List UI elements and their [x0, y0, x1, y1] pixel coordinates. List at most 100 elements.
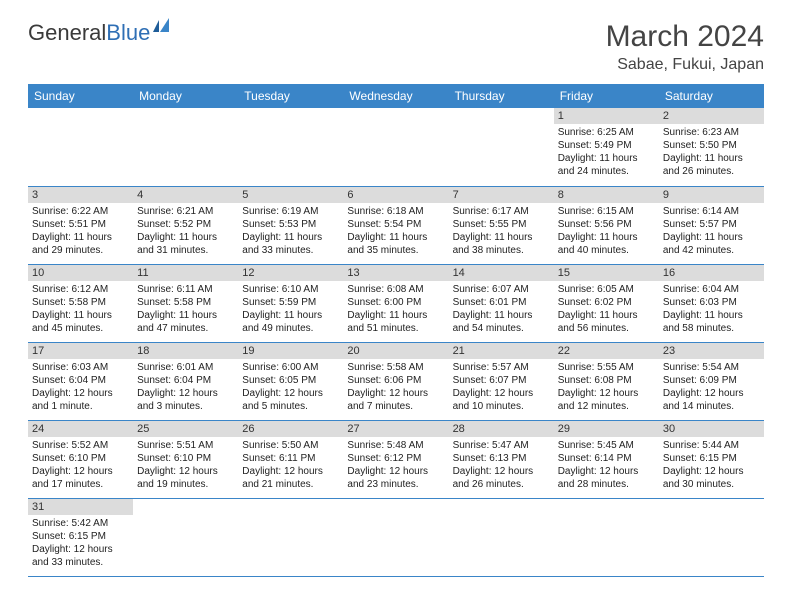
calendar-cell: 5Sunrise: 6:19 AMSunset: 5:53 PMDaylight… [238, 186, 343, 264]
day-number: 14 [449, 265, 554, 281]
sunset-text: Sunset: 6:12 PM [347, 452, 444, 465]
sunset-text: Sunset: 6:01 PM [453, 296, 550, 309]
sunrise-text: Sunrise: 5:47 AM [453, 439, 550, 452]
daylight-text: Daylight: 11 hours and 26 minutes. [663, 152, 760, 178]
day-number: 27 [343, 421, 448, 437]
daylight-text: Daylight: 12 hours and 3 minutes. [137, 387, 234, 413]
daylight-text: Daylight: 12 hours and 7 minutes. [347, 387, 444, 413]
calendar-cell: 17Sunrise: 6:03 AMSunset: 6:04 PMDayligh… [28, 342, 133, 420]
sunrise-text: Sunrise: 6:14 AM [663, 205, 760, 218]
calendar-cell [449, 108, 554, 186]
day-number: 1 [554, 108, 659, 124]
calendar-cell: 1Sunrise: 6:25 AMSunset: 5:49 PMDaylight… [554, 108, 659, 186]
calendar-cell: 12Sunrise: 6:10 AMSunset: 5:59 PMDayligh… [238, 264, 343, 342]
logo: GeneralBlue [28, 20, 175, 46]
month-title: March 2024 [606, 20, 764, 54]
day-number: 15 [554, 265, 659, 281]
day-details: Sunrise: 5:52 AMSunset: 6:10 PMDaylight:… [28, 437, 133, 495]
daylight-text: Daylight: 12 hours and 33 minutes. [32, 543, 129, 569]
day-number: 25 [133, 421, 238, 437]
calendar-cell: 14Sunrise: 6:07 AMSunset: 6:01 PMDayligh… [449, 264, 554, 342]
daylight-text: Daylight: 11 hours and 31 minutes. [137, 231, 234, 257]
calendar-cell: 4Sunrise: 6:21 AMSunset: 5:52 PMDaylight… [133, 186, 238, 264]
day-number: 28 [449, 421, 554, 437]
day-details: Sunrise: 6:21 AMSunset: 5:52 PMDaylight:… [133, 203, 238, 261]
sunrise-text: Sunrise: 6:11 AM [137, 283, 234, 296]
day-number: 19 [238, 343, 343, 359]
daylight-text: Daylight: 12 hours and 23 minutes. [347, 465, 444, 491]
day-details: Sunrise: 5:57 AMSunset: 6:07 PMDaylight:… [449, 359, 554, 417]
sunset-text: Sunset: 5:59 PM [242, 296, 339, 309]
sunrise-text: Sunrise: 5:52 AM [32, 439, 129, 452]
sunset-text: Sunset: 5:51 PM [32, 218, 129, 231]
flag-icon [153, 14, 175, 40]
day-details: Sunrise: 6:25 AMSunset: 5:49 PMDaylight:… [554, 124, 659, 182]
calendar-cell: 28Sunrise: 5:47 AMSunset: 6:13 PMDayligh… [449, 420, 554, 498]
calendar-cell: 3Sunrise: 6:22 AMSunset: 5:51 PMDaylight… [28, 186, 133, 264]
day-number: 22 [554, 343, 659, 359]
sunrise-text: Sunrise: 6:05 AM [558, 283, 655, 296]
day-number [28, 108, 133, 124]
sunset-text: Sunset: 5:55 PM [453, 218, 550, 231]
calendar-cell: 7Sunrise: 6:17 AMSunset: 5:55 PMDaylight… [449, 186, 554, 264]
sunset-text: Sunset: 6:04 PM [137, 374, 234, 387]
day-details: Sunrise: 6:15 AMSunset: 5:56 PMDaylight:… [554, 203, 659, 261]
daylight-text: Daylight: 11 hours and 42 minutes. [663, 231, 760, 257]
day-details: Sunrise: 5:58 AMSunset: 6:06 PMDaylight:… [343, 359, 448, 417]
daylight-text: Daylight: 12 hours and 17 minutes. [32, 465, 129, 491]
day-number [659, 499, 764, 515]
sunset-text: Sunset: 6:03 PM [663, 296, 760, 309]
calendar-cell [343, 498, 448, 576]
day-details: Sunrise: 5:44 AMSunset: 6:15 PMDaylight:… [659, 437, 764, 495]
calendar-cell: 10Sunrise: 6:12 AMSunset: 5:58 PMDayligh… [28, 264, 133, 342]
day-details: Sunrise: 5:51 AMSunset: 6:10 PMDaylight:… [133, 437, 238, 495]
calendar-row: 1Sunrise: 6:25 AMSunset: 5:49 PMDaylight… [28, 108, 764, 186]
sunrise-text: Sunrise: 5:57 AM [453, 361, 550, 374]
day-details: Sunrise: 6:12 AMSunset: 5:58 PMDaylight:… [28, 281, 133, 339]
calendar-cell [449, 498, 554, 576]
day-details: Sunrise: 6:00 AMSunset: 6:05 PMDaylight:… [238, 359, 343, 417]
sunrise-text: Sunrise: 6:08 AM [347, 283, 444, 296]
sunset-text: Sunset: 5:57 PM [663, 218, 760, 231]
day-number [133, 108, 238, 124]
col-header: Wednesday [343, 84, 448, 108]
calendar-cell: 31Sunrise: 5:42 AMSunset: 6:15 PMDayligh… [28, 498, 133, 576]
sunrise-text: Sunrise: 6:12 AM [32, 283, 129, 296]
sunset-text: Sunset: 6:00 PM [347, 296, 444, 309]
calendar-cell: 29Sunrise: 5:45 AMSunset: 6:14 PMDayligh… [554, 420, 659, 498]
day-number: 13 [343, 265, 448, 281]
sunset-text: Sunset: 6:09 PM [663, 374, 760, 387]
col-header: Sunday [28, 84, 133, 108]
day-number [449, 499, 554, 515]
day-number: 6 [343, 187, 448, 203]
calendar-cell: 19Sunrise: 6:00 AMSunset: 6:05 PMDayligh… [238, 342, 343, 420]
sunrise-text: Sunrise: 5:50 AM [242, 439, 339, 452]
sunset-text: Sunset: 6:04 PM [32, 374, 129, 387]
day-number: 12 [238, 265, 343, 281]
day-number: 21 [449, 343, 554, 359]
day-number [343, 108, 448, 124]
calendar-cell: 2Sunrise: 6:23 AMSunset: 5:50 PMDaylight… [659, 108, 764, 186]
calendar-cell: 25Sunrise: 5:51 AMSunset: 6:10 PMDayligh… [133, 420, 238, 498]
day-number: 16 [659, 265, 764, 281]
daylight-text: Daylight: 11 hours and 40 minutes. [558, 231, 655, 257]
sunrise-text: Sunrise: 5:48 AM [347, 439, 444, 452]
day-details: Sunrise: 6:18 AMSunset: 5:54 PMDaylight:… [343, 203, 448, 261]
sunset-text: Sunset: 6:07 PM [453, 374, 550, 387]
calendar-cell: 15Sunrise: 6:05 AMSunset: 6:02 PMDayligh… [554, 264, 659, 342]
day-details: Sunrise: 6:08 AMSunset: 6:00 PMDaylight:… [343, 281, 448, 339]
day-details: Sunrise: 6:23 AMSunset: 5:50 PMDaylight:… [659, 124, 764, 182]
sunrise-text: Sunrise: 6:10 AM [242, 283, 339, 296]
sunrise-text: Sunrise: 5:45 AM [558, 439, 655, 452]
calendar-cell: 22Sunrise: 5:55 AMSunset: 6:08 PMDayligh… [554, 342, 659, 420]
sunrise-text: Sunrise: 6:22 AM [32, 205, 129, 218]
daylight-text: Daylight: 11 hours and 35 minutes. [347, 231, 444, 257]
daylight-text: Daylight: 11 hours and 45 minutes. [32, 309, 129, 335]
header-row: Sunday Monday Tuesday Wednesday Thursday… [28, 84, 764, 108]
day-number: 2 [659, 108, 764, 124]
header: GeneralBlue March 2024 Sabae, Fukui, Jap… [28, 20, 764, 74]
daylight-text: Daylight: 11 hours and 51 minutes. [347, 309, 444, 335]
day-number [133, 499, 238, 515]
location: Sabae, Fukui, Japan [606, 56, 764, 74]
sunset-text: Sunset: 6:02 PM [558, 296, 655, 309]
